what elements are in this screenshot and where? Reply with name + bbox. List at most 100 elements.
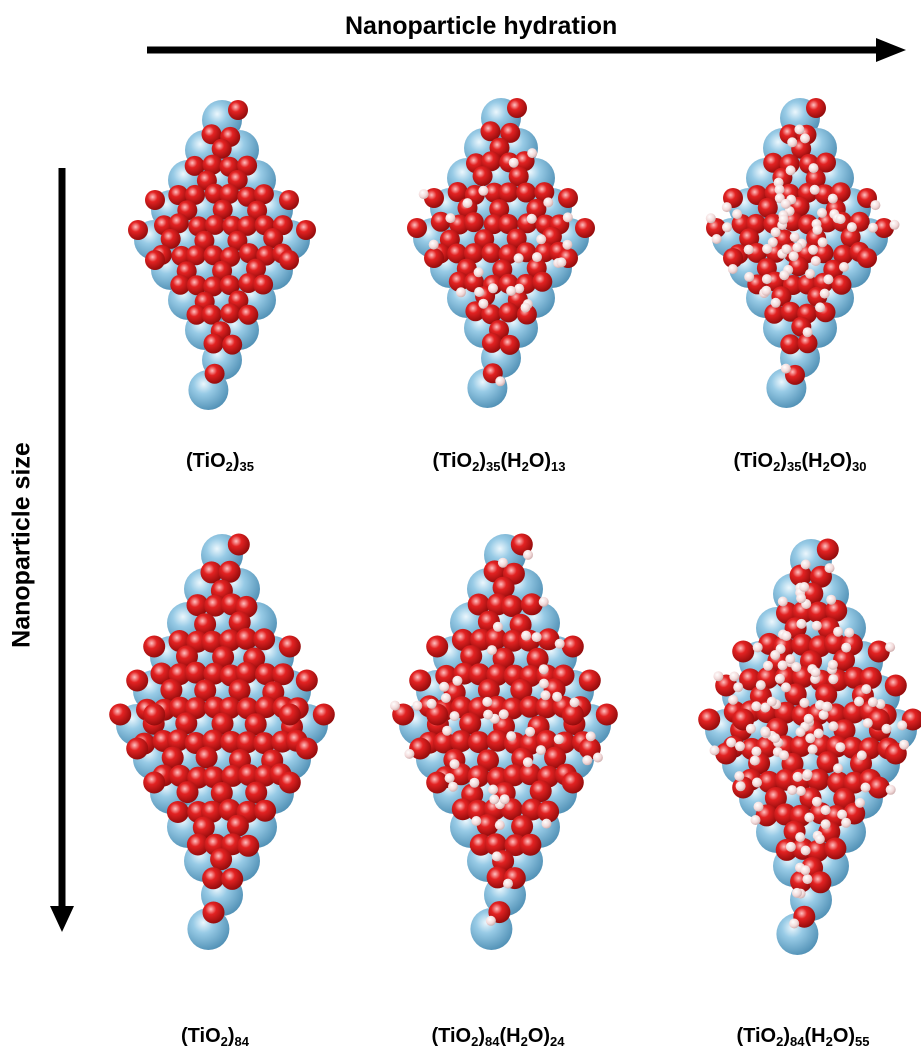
caption-text: O) [528,450,552,472]
hydrogen-atom [774,184,785,195]
hydrogen-atom [527,148,538,159]
hydrogen-atom [846,222,857,233]
caption-subscript: 2 [520,1034,528,1049]
caption-subscript: 30 [852,459,867,474]
oxygen-atom [831,274,852,295]
hydrogen-atom [789,918,800,929]
oxygen-atom [195,746,218,769]
hydrogen-atom [781,244,792,255]
hydrogen-atom [855,797,865,808]
oxygen-atom [228,679,251,702]
oxygen-atom [186,304,207,325]
oxygen-atom [483,214,504,235]
hydrogen-atom [705,213,716,224]
hydrogen-atom [856,750,867,761]
hydrogen-atom [835,742,846,753]
oxygen-atom [791,633,814,656]
oxygen-atom [238,273,259,293]
oxygen-atom [809,871,832,894]
caption-text: ) [478,1025,486,1047]
oxygen-atom [166,801,189,823]
hydrogen-atom [442,725,453,736]
oxygen-atom [859,666,882,689]
hydrogen-atom [474,287,485,297]
oxygen-atom [168,213,189,234]
nanoparticle-2 [407,98,595,408]
oxygen-atom [534,182,555,203]
oxygen-atom [450,730,472,753]
oxygen-atom [447,243,468,264]
caption-tio2-35-h2o-30: (TiO2)35(H2O)30 [733,450,866,473]
oxygen-atom [192,816,215,839]
hydrogen-atom [497,557,508,568]
oxygen-atom [210,848,233,871]
oxygen-atom [220,303,241,324]
hydrogen-atom [795,786,806,796]
caption-text: O) [829,450,853,472]
hydrogen-atom [792,242,803,253]
hydrogen-atom [554,638,565,649]
oxygen-atom [160,678,183,701]
oxygen-atom [145,190,165,210]
oxygen-atom [739,668,762,691]
hydrogen-atom [506,285,517,296]
hydrogen-atom [820,819,831,830]
hydrogen-atom [751,701,762,712]
hydrogen-atom [862,718,873,729]
hydrogen-atom [885,784,896,795]
oxygen-atom [520,593,543,616]
oxygen-atom [498,302,519,323]
hydrogen-atom [779,270,790,281]
hydrogen-atom [821,701,832,712]
oxygen-atom [807,768,830,791]
oxygen-atom [426,771,449,794]
caption-subscript: 24 [550,1034,565,1049]
oxygen-atom [409,669,432,692]
oxygen-atom [816,152,836,173]
hydrogen-atom [819,288,830,299]
hydrogen-atom [760,727,771,738]
hydrogen-atom [808,244,819,255]
hydrogen-atom [390,700,400,711]
oxygen-atom [463,212,484,233]
oxygen-atom [843,701,865,724]
caption-text: (H [804,1025,826,1047]
hydrogen-atom [750,815,761,825]
oxygen-atom [789,564,812,587]
oxygen-atom [227,533,250,556]
hydrogen-atom [540,690,551,701]
hydrogen-atom [541,818,552,829]
hydrogen-atom [469,777,480,788]
hydrogen-atom [810,667,821,678]
hydrogen-atom [482,696,493,707]
hydrogen-atom [800,845,811,856]
size-arrow [50,168,74,932]
oxygen-atom [499,334,520,355]
hydrogen-atom [732,209,743,220]
oxygen-atom [186,833,209,856]
oxygen-atom [492,576,515,599]
oxygen-atom [519,695,542,718]
hydrogen-atom [418,189,429,200]
hydrogen-atom [799,697,810,708]
oxygen-atom [480,121,501,142]
oxygen-atom [236,731,259,754]
oxygen-atom [203,333,224,354]
hydrogen-atom [492,621,503,632]
hydrogen-atom [885,642,896,653]
caption-subscript: 84 [234,1034,250,1049]
caption-subscript: 2 [773,459,781,474]
oxygen-atom [212,646,235,669]
oxygen-atom [160,228,181,249]
hydrogen-atom [780,363,791,374]
oxygen-atom [481,304,502,325]
hydrogen-atom [818,709,829,720]
caption-subscript: 35 [787,459,802,474]
oxygen-atom [433,731,456,754]
hydrogen-atom [711,234,722,244]
oxygen-atom [145,250,165,270]
hydrogen-atom [802,769,813,780]
oxygen-atom [126,737,149,760]
oxygen-atom [867,776,890,799]
oxygen-atom [228,100,248,120]
